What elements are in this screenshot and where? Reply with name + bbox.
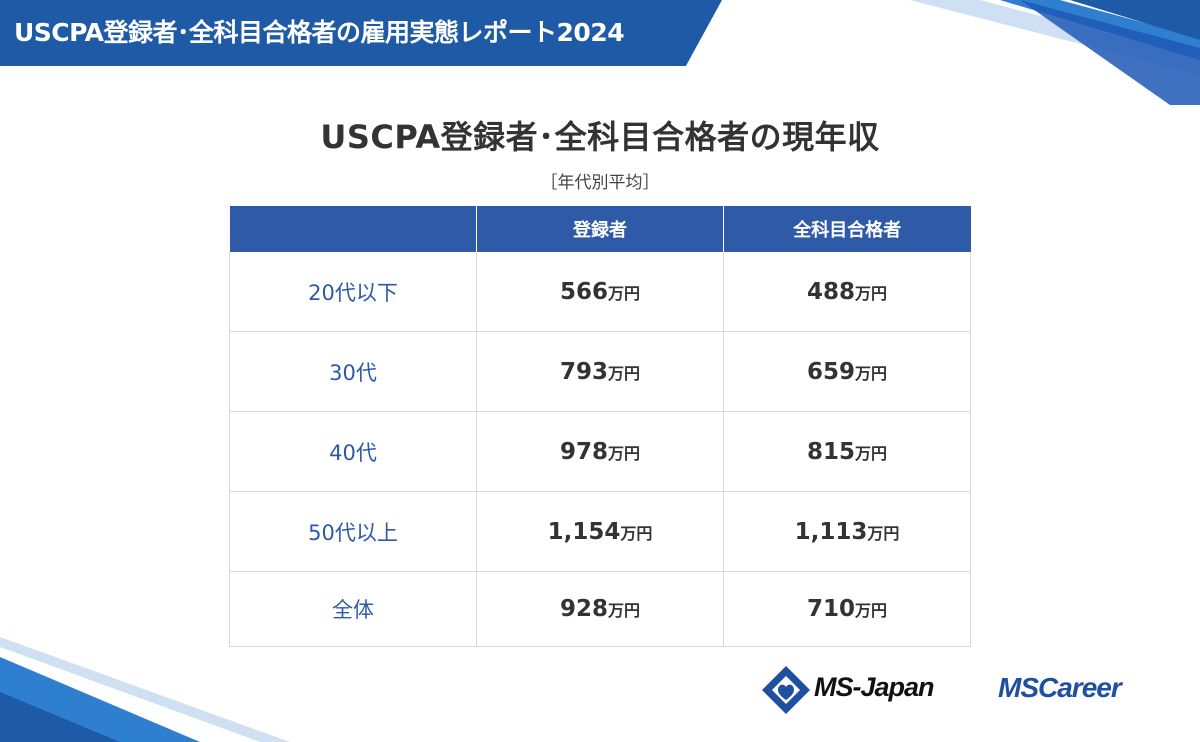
table-row: 40代 978万円 815万円 (229, 411, 971, 492)
value-number: 566 (559, 278, 608, 305)
registered-value: 566万円 (476, 252, 724, 332)
value-number: 1,113 (794, 518, 868, 545)
value-number: 793 (559, 358, 608, 385)
passed-value: 488万円 (723, 252, 971, 332)
table-row: 全体 928万円 710万円 (229, 571, 971, 647)
row-label: 20代以下 (229, 252, 477, 332)
top-right-decoration (910, 0, 1200, 105)
value-number: 815 (806, 438, 855, 465)
header-cell-passed: 全科目合格者 (723, 206, 971, 252)
value-unit: 万円 (855, 601, 888, 620)
value-number: 1,154 (547, 518, 621, 545)
salary-table: 登録者 全科目合格者 20代以下 566万円 488万円 30代 793万円 6… (229, 206, 971, 647)
registered-value: 793万円 (476, 331, 724, 412)
value-number: 659 (806, 358, 855, 385)
table-row: 20代以下 566万円 488万円 (229, 252, 971, 332)
registered-value: 928万円 (476, 571, 724, 647)
passed-value: 815万円 (723, 411, 971, 492)
chart-subtitle: ［年代別平均］ (540, 173, 660, 193)
passed-value: 659万円 (723, 331, 971, 412)
value-number: 928 (559, 596, 608, 622)
company-logos: MS-Japan MSCareer (760, 658, 1180, 722)
value-unit: 万円 (608, 363, 641, 383)
value-unit: 万円 (608, 601, 641, 620)
ms-japan-logo-text: MS-Japan (814, 672, 935, 702)
row-label: 30代 (229, 331, 477, 412)
bottom-left-decoration (0, 637, 290, 742)
header-cell-empty (229, 206, 477, 252)
value-number: 710 (806, 596, 855, 622)
value-unit: 万円 (620, 523, 653, 543)
registered-value: 978万円 (476, 411, 724, 492)
value-unit: 万円 (855, 363, 888, 383)
value-unit: 万円 (855, 443, 888, 463)
header-cell-registered: 登録者 (476, 206, 724, 252)
report-title: USCPA登録者･全科目合格者の雇用実態レポート2024 (14, 18, 625, 47)
passed-value: 710万円 (723, 571, 971, 647)
value-number: 488 (806, 278, 855, 305)
row-label: 40代 (229, 411, 477, 492)
mscareer-logo: MSCareer (998, 672, 1122, 703)
table-row: 30代 793万円 659万円 (229, 331, 971, 412)
value-unit: 万円 (608, 283, 641, 303)
chart-title: USCPA登録者･全科目合格者の現年収 (320, 118, 880, 156)
table-row: 50代以上 1,154万円 1,113万円 (229, 491, 971, 572)
header-banner (0, 0, 722, 66)
passed-value: 1,113万円 (723, 491, 971, 572)
row-label: 50代以上 (229, 491, 477, 572)
row-label: 全体 (229, 571, 477, 647)
table-header-row: 登録者 全科目合格者 (229, 206, 971, 252)
value-unit: 万円 (855, 283, 888, 303)
ms-japan-diamond-icon (762, 666, 810, 714)
value-unit: 万円 (867, 523, 900, 543)
value-number: 978 (559, 438, 608, 465)
value-unit: 万円 (608, 443, 641, 463)
ms-japan-logo: MS-Japan (760, 658, 980, 722)
registered-value: 1,154万円 (476, 491, 724, 572)
